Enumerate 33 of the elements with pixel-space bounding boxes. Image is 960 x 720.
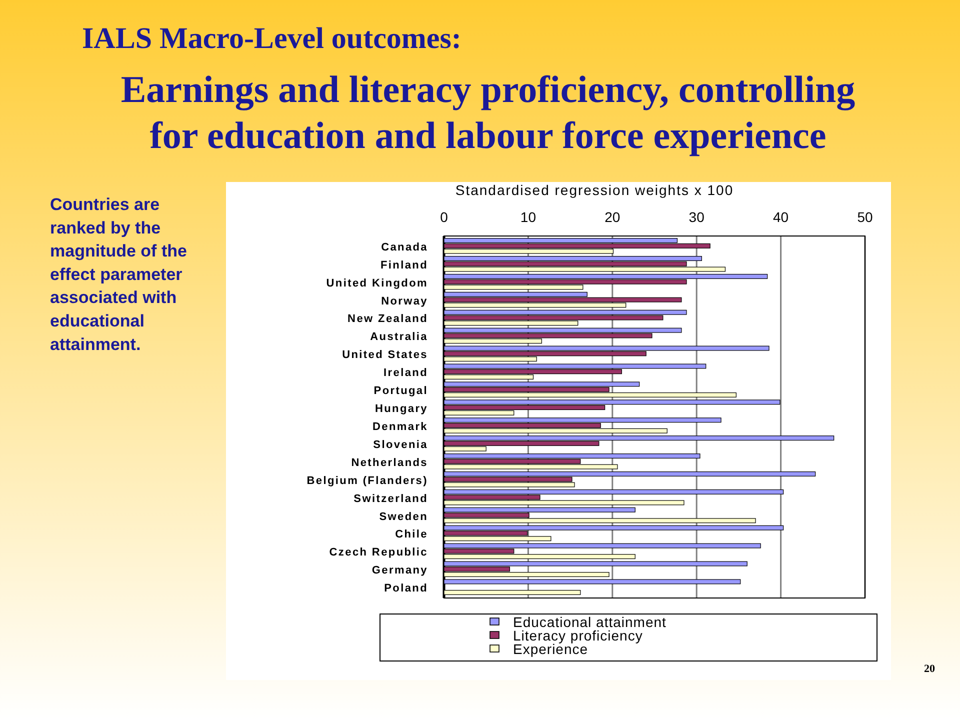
x-tick-label: 40	[773, 209, 789, 225]
x-tick-label: 50	[857, 209, 873, 225]
y-tick-label: United States	[342, 349, 428, 362]
x-axis-title: Standardised regression weights x 100	[455, 182, 734, 198]
chart-subtitle: Earnings and literacy proficiency, controlling for education and labour force experience	[120, 69, 856, 157]
y-tick-label: Netherlands	[351, 456, 428, 469]
legend-label: Educational attainment	[513, 614, 666, 630]
x-tick-label: 0	[440, 209, 448, 225]
y-tick-label: Sweden	[379, 510, 428, 523]
y-tick-label: Ireland	[384, 367, 428, 380]
legend-label: Literacy proficiency	[513, 628, 643, 644]
y-tick-label: Australia	[370, 331, 428, 344]
y-tick-label: Germany	[372, 564, 428, 577]
y-tick-label: Switzerland	[354, 492, 428, 505]
y-tick-label: Hungary	[374, 403, 428, 416]
y-tick-label: Norway	[381, 295, 428, 308]
x-tick-label: 10	[520, 209, 536, 225]
y-tick-label: Belgium (Flanders)	[306, 474, 428, 487]
y-tick-label: Czech Republic	[329, 546, 428, 559]
y-tick-label: Chile	[395, 528, 428, 541]
x-tick-label: 20	[604, 209, 620, 225]
chart-title: IALS Macro-Level outcomes:	[82, 22, 462, 55]
y-tick-label: New Zealand	[348, 313, 428, 326]
y-tick-label: Slovenia	[373, 438, 428, 451]
y-tick-label: Finland	[380, 259, 428, 272]
text: 20	[924, 663, 936, 675]
y-tick-label: Poland	[384, 582, 428, 595]
y-tick-label: United Kingdom	[326, 277, 428, 290]
text: Countries are ranked by the magnitude of the effect parameter associated with educational attainment.	[50, 195, 187, 354]
y-tick-label: Denmark	[372, 420, 428, 433]
y-tick-label: Canada	[381, 241, 428, 254]
x-tick-label: 30	[688, 209, 705, 225]
y-tick-label: Portugal	[374, 385, 428, 398]
